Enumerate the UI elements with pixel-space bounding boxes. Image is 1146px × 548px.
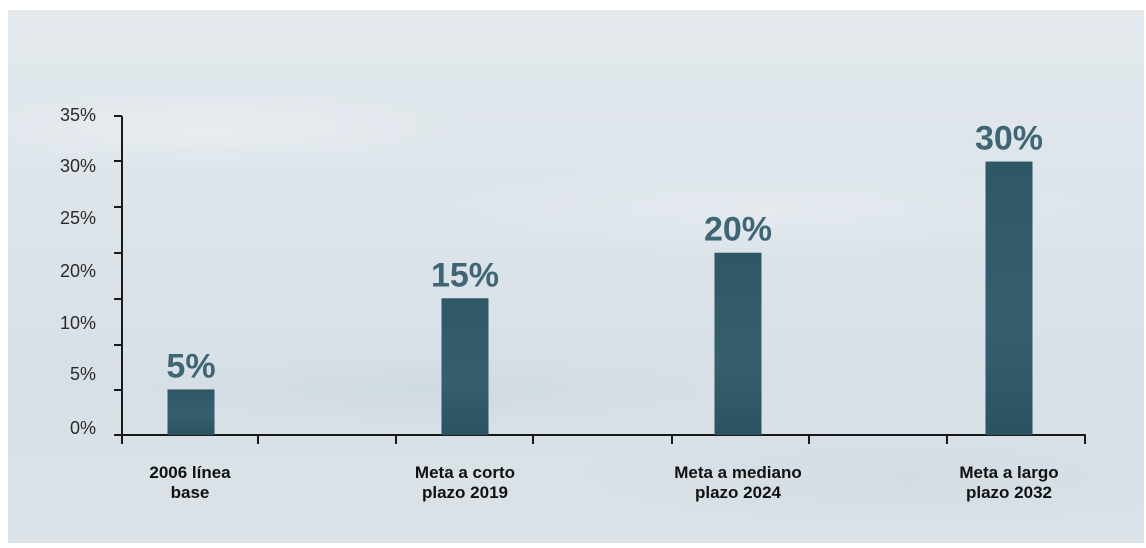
category-label-line: plazo 2032 xyxy=(966,483,1052,502)
y-tick-label: 35% xyxy=(60,105,96,125)
category-label: Meta a mediano plazo 2024 xyxy=(674,463,802,502)
y-tick-label: 25% xyxy=(60,208,96,228)
y-tick-label: 20% xyxy=(60,261,96,281)
category-label: Meta a largo plazo 2032 xyxy=(959,463,1058,502)
bar xyxy=(168,389,215,435)
category-label-line: 2006 línea xyxy=(149,463,231,482)
y-tick-label: 0% xyxy=(70,418,96,438)
category-label-line: plazo 2019 xyxy=(422,483,508,502)
y-tick-label: 10% xyxy=(60,313,96,333)
category-label-line: Meta a mediano xyxy=(674,463,802,482)
data-label: 15% xyxy=(431,256,499,294)
data-label: 5% xyxy=(166,347,215,385)
category-label: 2006 línea base xyxy=(149,463,231,502)
category-label: Meta a corto plazo 2019 xyxy=(415,463,515,502)
bars xyxy=(168,162,1033,435)
bar xyxy=(986,162,1033,435)
category-label-line: Meta a largo xyxy=(959,463,1058,482)
category-label-line: base xyxy=(171,483,210,502)
bar xyxy=(442,298,489,435)
category-label-line: plazo 2024 xyxy=(695,483,782,502)
data-labels: 5% 15% 20% 30% xyxy=(166,120,1043,386)
y-tick-label: 30% xyxy=(60,156,96,176)
y-tick-label: 5% xyxy=(70,364,96,384)
x-axis xyxy=(122,435,1086,444)
data-label: 20% xyxy=(704,211,772,249)
bar xyxy=(715,253,762,435)
category-label-line: Meta a corto xyxy=(415,463,515,482)
data-label: 30% xyxy=(975,120,1043,158)
y-axis: 0% 5% 10% 20% 25% 30% 35% xyxy=(60,105,122,438)
